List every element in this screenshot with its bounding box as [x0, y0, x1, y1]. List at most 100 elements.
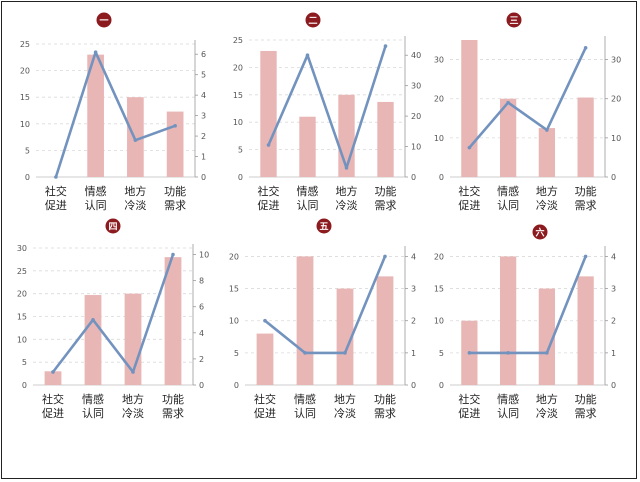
line-point — [303, 351, 307, 355]
line-point — [133, 138, 138, 142]
line-point — [467, 351, 472, 355]
category-label: 需求 — [375, 199, 397, 212]
y-tick-label-left: 30 — [17, 244, 27, 253]
chart-title: 五 — [319, 222, 328, 233]
line-point — [263, 318, 267, 323]
category-label: 功能 — [374, 392, 396, 406]
y-tick-label-left: 0 — [439, 173, 444, 182]
category-label: 冷淡 — [124, 199, 146, 212]
y-tick-label-left: 10 — [434, 317, 444, 326]
y-tick-label-left: 15 — [434, 285, 444, 294]
category-label: 促进 — [458, 198, 480, 212]
y-tick-label-right: 1 — [611, 349, 616, 358]
y-tick-label-right: 20 — [411, 112, 421, 121]
category-label: 功能 — [164, 184, 186, 198]
bar — [84, 295, 102, 385]
y-tick-label-right: 30 — [611, 56, 621, 65]
bar — [296, 256, 314, 385]
chart-title: 二 — [308, 17, 317, 27]
y-tick-label-left: 15 — [17, 313, 27, 322]
y-tick-label-left: 5 — [439, 349, 444, 358]
category-label: 情感 — [85, 185, 107, 198]
chart-title: 三 — [509, 16, 518, 27]
category-label: 情感 — [294, 393, 316, 406]
category-label: 功能 — [375, 184, 397, 198]
line-point — [93, 50, 98, 54]
category-label: 认同 — [82, 407, 104, 420]
chart-title: 六 — [535, 227, 544, 239]
line-point — [173, 124, 177, 128]
y-tick-label-right: 5 — [201, 71, 206, 80]
y-tick-label-right: 8 — [199, 277, 204, 286]
chart-title: 一 — [99, 17, 108, 27]
title-badge — [96, 12, 112, 28]
category-label: 情感 — [297, 185, 319, 198]
category-label: 需求 — [575, 407, 597, 420]
bar — [499, 98, 517, 177]
category-label: 情感 — [82, 393, 104, 406]
y-tick-label-left: 20 — [20, 67, 30, 76]
category-label: 促进 — [258, 198, 280, 212]
bar — [164, 257, 182, 385]
y-tick-label-left: 0 — [439, 381, 444, 390]
y-tick-label-right: 30 — [411, 82, 421, 91]
title-badge — [305, 12, 321, 28]
category-label: 冷淡 — [536, 199, 558, 212]
y-tick-label-left: 10 — [20, 120, 30, 129]
category-label: 地方 — [336, 184, 358, 198]
y-tick-label-left: 25 — [233, 36, 243, 45]
y-tick-label-left: 20 — [434, 95, 444, 104]
bar — [44, 371, 62, 385]
y-tick-label-right: 10 — [199, 251, 209, 260]
y-tick-label-right: 3 — [411, 285, 416, 294]
y-tick-label-right: 0 — [201, 173, 206, 182]
y-tick-label-left: 20 — [17, 290, 27, 299]
category-label: 认同 — [294, 407, 316, 420]
bar — [336, 288, 354, 385]
y-tick-label-left: 10 — [229, 317, 239, 326]
category-label: 冷淡 — [336, 199, 358, 212]
line-point — [266, 143, 271, 147]
y-tick-label-right: 3 — [611, 285, 616, 294]
line-point — [131, 370, 135, 374]
y-tick-label-right: 0 — [611, 173, 616, 182]
series-line — [54, 50, 176, 178]
series-line — [267, 45, 387, 170]
category-label: 冷淡 — [334, 407, 356, 420]
bar — [377, 101, 394, 177]
y-tick-label-right: 40 — [411, 51, 421, 60]
bar — [461, 40, 478, 177]
line-point — [344, 166, 349, 170]
category-label: 社交 — [458, 392, 480, 406]
category-label: 认同 — [85, 199, 107, 212]
y-tick-label-left: 5 — [22, 358, 27, 367]
series-line — [468, 47, 587, 149]
series-line — [51, 254, 175, 374]
y-tick-label-left: 15 — [20, 93, 30, 102]
y-tick-label-left: 15 — [229, 285, 239, 294]
category-label: 认同 — [497, 407, 519, 420]
y-tick-label-right: 6 — [199, 303, 204, 312]
line-point — [343, 351, 347, 355]
y-tick-label-right: 4 — [611, 252, 616, 261]
line-point — [305, 53, 310, 58]
category-label: 情感 — [497, 185, 519, 198]
y-tick-label-left: 0 — [238, 173, 243, 182]
category-label: 认同 — [497, 199, 519, 212]
y-tick-label-right: 1 — [201, 153, 206, 162]
category-label: 需求 — [374, 407, 396, 420]
category-label: 功能 — [575, 392, 597, 406]
y-tick-label-left: 5 — [234, 349, 239, 358]
chart-title: 四 — [108, 222, 117, 233]
category-label: 社交 — [254, 392, 276, 406]
category-label: 社交 — [42, 392, 64, 406]
line-point — [545, 351, 549, 355]
line-point — [91, 317, 95, 322]
y-tick-label-left: 10 — [434, 134, 444, 143]
y-tick-label-right: 10 — [611, 134, 621, 143]
y-tick-label-right: 2 — [201, 132, 206, 141]
